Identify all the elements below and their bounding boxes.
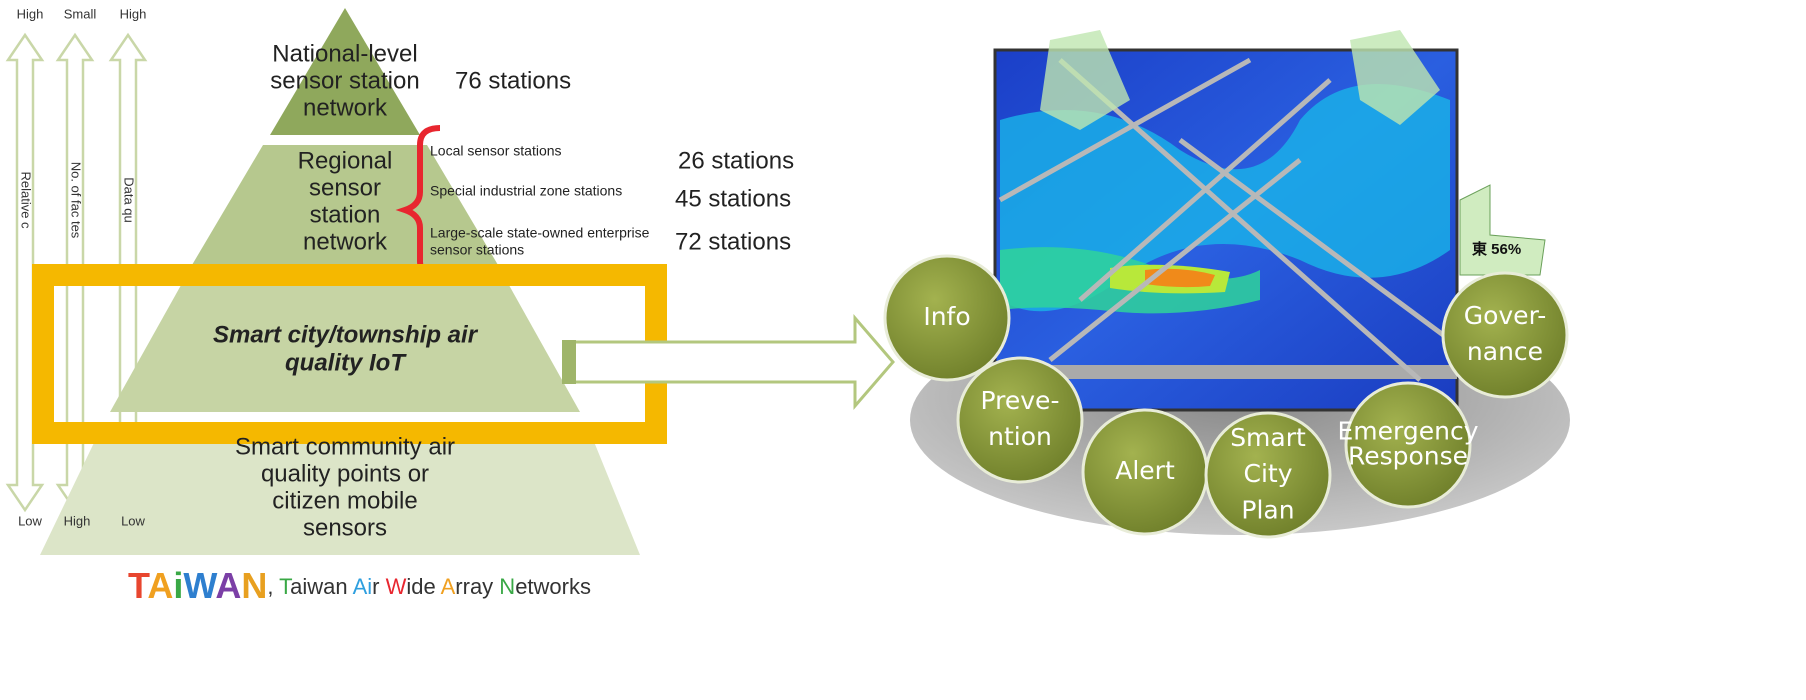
level-label: sensor station bbox=[270, 67, 419, 94]
footer-segment: aiwan bbox=[290, 574, 352, 599]
station-count: 26 stations bbox=[678, 147, 794, 174]
axis-label: Data qu bbox=[122, 177, 137, 223]
level-label: station bbox=[310, 201, 381, 228]
flow-arrow bbox=[568, 313, 895, 411]
map bbox=[993, 30, 1546, 412]
map-banner bbox=[1040, 30, 1130, 130]
footer-segment: etworks bbox=[515, 574, 591, 599]
axis-top-label: Small bbox=[64, 6, 97, 21]
function-label: Emergency bbox=[1337, 417, 1478, 446]
map-badge bbox=[1459, 184, 1546, 276]
station-count: 45 stations bbox=[675, 185, 791, 212]
level-label: citizen mobile bbox=[272, 487, 417, 514]
footer-segment: N bbox=[241, 565, 267, 606]
footer-segment: T bbox=[128, 565, 150, 606]
footer-segment: , bbox=[267, 574, 279, 599]
station-count: 76 stations bbox=[455, 67, 571, 94]
axis-label: Relative c bbox=[19, 171, 34, 229]
function-label: Info bbox=[923, 302, 970, 331]
map-banner bbox=[1350, 30, 1440, 125]
axis-top-label: High bbox=[17, 6, 44, 21]
function-label: ntion bbox=[988, 422, 1052, 451]
pyramid-level-3 bbox=[110, 278, 580, 412]
double-arrow bbox=[5, 32, 45, 513]
function-label: nance bbox=[1467, 337, 1543, 366]
station-count: 72 stations bbox=[675, 228, 791, 255]
map-badge-text: 東 56% bbox=[1472, 240, 1521, 258]
function-circle bbox=[883, 254, 1011, 382]
footer-segment: ide bbox=[406, 574, 440, 599]
level-label: sensors bbox=[303, 514, 387, 541]
station-type: sensor stations bbox=[430, 242, 524, 258]
arrow-tail bbox=[562, 340, 576, 384]
footer-segment: rray bbox=[455, 574, 499, 599]
footer-segment: A bbox=[147, 565, 173, 606]
level-label: Smart city/township air bbox=[213, 321, 479, 348]
axis-bottom-label: Low bbox=[121, 513, 145, 528]
station-type: Local sensor stations bbox=[430, 143, 562, 159]
axis-bottom-label: High bbox=[64, 513, 91, 528]
station-type: Special industrial zone stations bbox=[430, 183, 622, 199]
function-circle bbox=[1441, 271, 1569, 399]
function-circles: Info Preve-ntion Alert Smart City Plan Emergen… bbox=[883, 254, 1569, 539]
function-circle bbox=[956, 356, 1084, 484]
station-type: Large-scale state-owned enterprise bbox=[430, 225, 650, 241]
function-label: Smart bbox=[1230, 423, 1306, 452]
map-road bbox=[998, 57, 1452, 382]
footer-segment: i bbox=[173, 565, 183, 606]
level-label: National-level bbox=[272, 40, 417, 67]
footer-segment: W bbox=[386, 574, 407, 599]
function-circle bbox=[1204, 411, 1332, 539]
level-label: Smart community air bbox=[235, 433, 455, 460]
level-label: quality points or bbox=[261, 460, 429, 487]
footer-segment: T bbox=[279, 574, 292, 599]
level-label: network bbox=[303, 94, 388, 121]
pyramid-level-1 bbox=[270, 8, 420, 135]
footer-segment: Ai bbox=[353, 574, 373, 599]
level-label: Regional bbox=[298, 147, 393, 174]
axis-bottom-label: Low bbox=[18, 513, 42, 528]
footer-segment: r bbox=[372, 574, 385, 599]
function-label: City bbox=[1244, 459, 1293, 488]
pyramid-level-4 bbox=[40, 422, 640, 555]
function-label: Response bbox=[1348, 441, 1468, 470]
function-label: Preve- bbox=[981, 386, 1060, 415]
axis-top-label: High bbox=[120, 6, 147, 21]
map-zone bbox=[1145, 268, 1215, 288]
axis-label: No. of fac tes bbox=[69, 162, 84, 239]
footer-segment: A bbox=[215, 565, 241, 606]
level-label: sensor bbox=[309, 174, 381, 201]
footer: TAiWAN, Taiwan Air Wide Array Networks bbox=[128, 565, 591, 606]
level-label: quality IoT bbox=[285, 349, 407, 376]
footer-segment: W bbox=[183, 565, 217, 606]
function-label: Plan bbox=[1241, 495, 1294, 524]
function-circle bbox=[1344, 381, 1472, 509]
function-label: Alert bbox=[1115, 456, 1175, 485]
function-label: Gover- bbox=[1464, 301, 1547, 330]
level-label: network bbox=[303, 228, 388, 255]
footer-segment: N bbox=[499, 574, 515, 599]
footer-segment: A bbox=[441, 574, 456, 599]
